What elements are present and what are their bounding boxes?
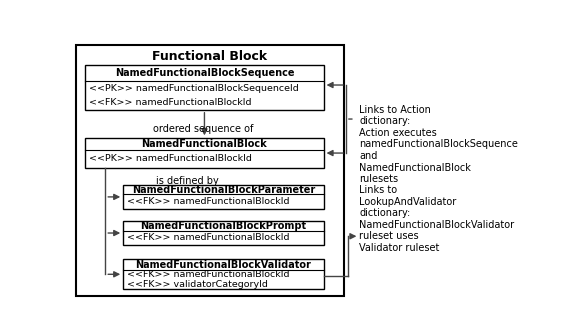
Text: Functional Block: Functional Block xyxy=(152,51,267,63)
Text: NamedFunctionalBlockValidator: NamedFunctionalBlockValidator xyxy=(136,260,311,270)
Text: <<FK>> validatorCategoryId: <<FK>> validatorCategoryId xyxy=(126,280,267,289)
Text: NamedFunctionalBlockSequence: NamedFunctionalBlockSequence xyxy=(114,68,294,78)
Bar xyxy=(85,65,324,110)
Bar xyxy=(76,45,344,295)
Text: NamedFunctionalBlockParameter: NamedFunctionalBlockParameter xyxy=(132,185,315,195)
Text: NamedFunctionalBlock: NamedFunctionalBlock xyxy=(141,139,267,149)
Text: is defined by: is defined by xyxy=(156,176,219,186)
Text: <<PK>> namedFunctionalBlockSequenceId: <<PK>> namedFunctionalBlockSequenceId xyxy=(89,84,298,93)
Bar xyxy=(123,185,324,209)
Bar xyxy=(123,259,324,289)
Bar xyxy=(123,221,324,245)
Text: NamedFunctionalBlockPrompt: NamedFunctionalBlockPrompt xyxy=(140,221,306,231)
Text: <<FK>> namedFunctionalBlockId: <<FK>> namedFunctionalBlockId xyxy=(126,270,289,279)
Text: <<FK>> namedFunctionalBlockId: <<FK>> namedFunctionalBlockId xyxy=(89,98,251,107)
Text: <<PK>> namedFunctionalBlockId: <<PK>> namedFunctionalBlockId xyxy=(89,154,252,163)
Text: Links to Action
dictionary:
Action executes
namedFunctionalBlockSequence
and
Nam: Links to Action dictionary: Action execu… xyxy=(359,105,518,184)
Bar xyxy=(85,138,324,168)
Text: <<FK>> namedFunctionalBlockId: <<FK>> namedFunctionalBlockId xyxy=(126,197,289,206)
Text: Links to
LookupAndValidator
dictionary:
NamedFunctionalBlockValidator
ruleset us: Links to LookupAndValidator dictionary: … xyxy=(359,185,515,253)
Text: ordered sequence of: ordered sequence of xyxy=(153,124,254,134)
Text: <<FK>> namedFunctionalBlockId: <<FK>> namedFunctionalBlockId xyxy=(126,233,289,243)
